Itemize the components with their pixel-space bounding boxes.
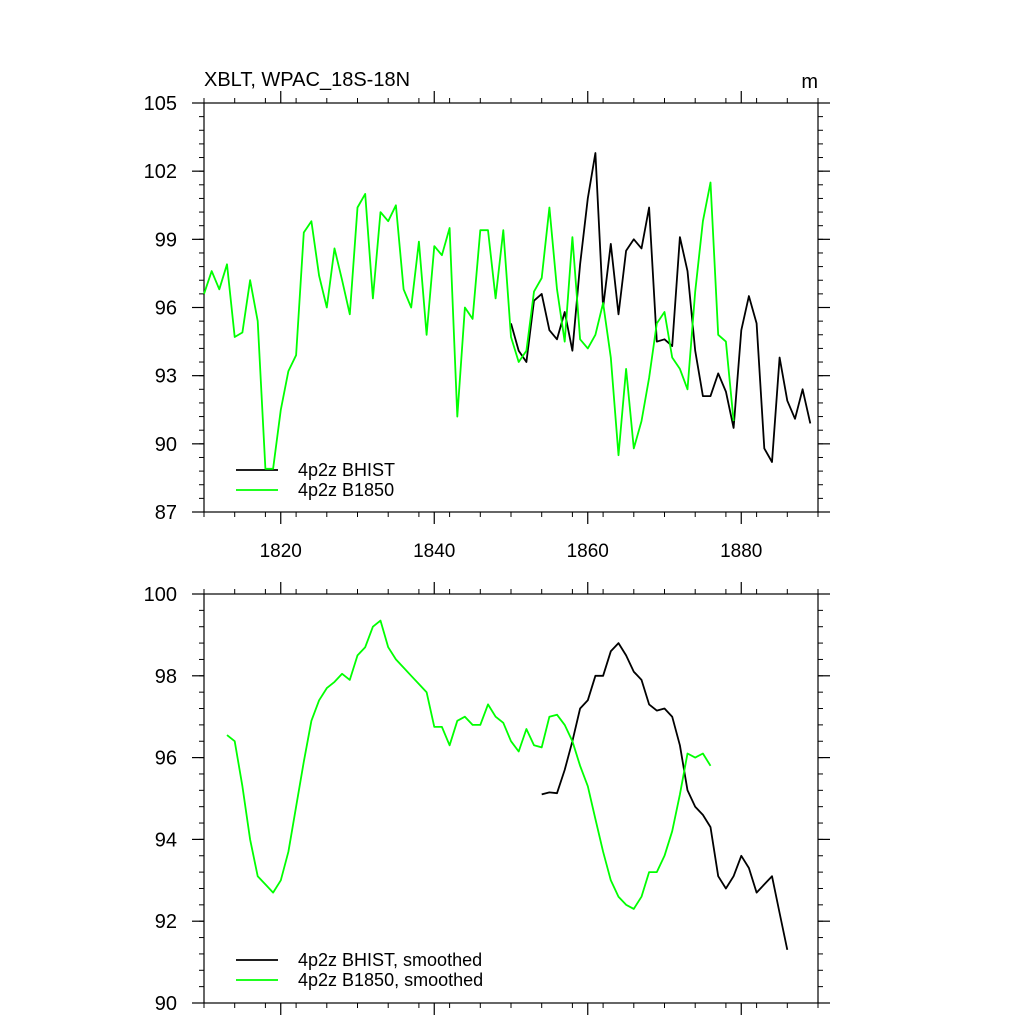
top-panel: 1820 1840 1860 1880 87 90 93 96 99 102 105 4p2z BHI… <box>144 91 830 562</box>
y-tick-label: 98 <box>155 666 177 688</box>
y-tick-label: 93 <box>155 366 177 388</box>
series-line-4p2z-bhist <box>510 152 812 463</box>
legend-label: 4p2z B1850, smoothed <box>298 970 483 990</box>
y-tick-label: 94 <box>155 829 177 851</box>
y-tick-label: 99 <box>155 229 177 251</box>
y-tick-label: 96 <box>155 748 177 770</box>
y-tick-label: 100 <box>144 584 177 606</box>
y-tick-label: 90 <box>155 434 177 456</box>
x-tick-label: 1860 <box>567 541 609 562</box>
y-tick-label: 90 <box>155 993 177 1015</box>
y-tick-label: 102 <box>144 161 177 183</box>
y-tick-label: 96 <box>155 298 177 320</box>
y-tick-label: 87 <box>155 502 177 524</box>
y-tick-label: 92 <box>155 911 177 933</box>
legend-label: 4p2z BHIST <box>298 460 395 480</box>
plot-frame <box>203 593 819 1004</box>
series-line-4p2z-bhist-smoothed <box>541 642 789 950</box>
y-tick-label: 105 <box>144 93 177 115</box>
x-tick-label: 1840 <box>413 541 455 562</box>
legend-label: 4p2z B1850 <box>298 480 394 500</box>
series-line-4p2z-b1850 <box>203 181 735 470</box>
chart-title: XBLT, WPAC_18S-18N <box>204 69 410 91</box>
series-line-4p2z-b1850-smoothed <box>226 619 712 910</box>
x-tick-label: 1880 <box>720 541 762 562</box>
plot-frame <box>203 102 819 513</box>
legend-label: 4p2z BHIST, smoothed <box>298 950 482 970</box>
x-tick-label: 1820 <box>260 541 302 562</box>
units-label: m <box>801 71 818 93</box>
